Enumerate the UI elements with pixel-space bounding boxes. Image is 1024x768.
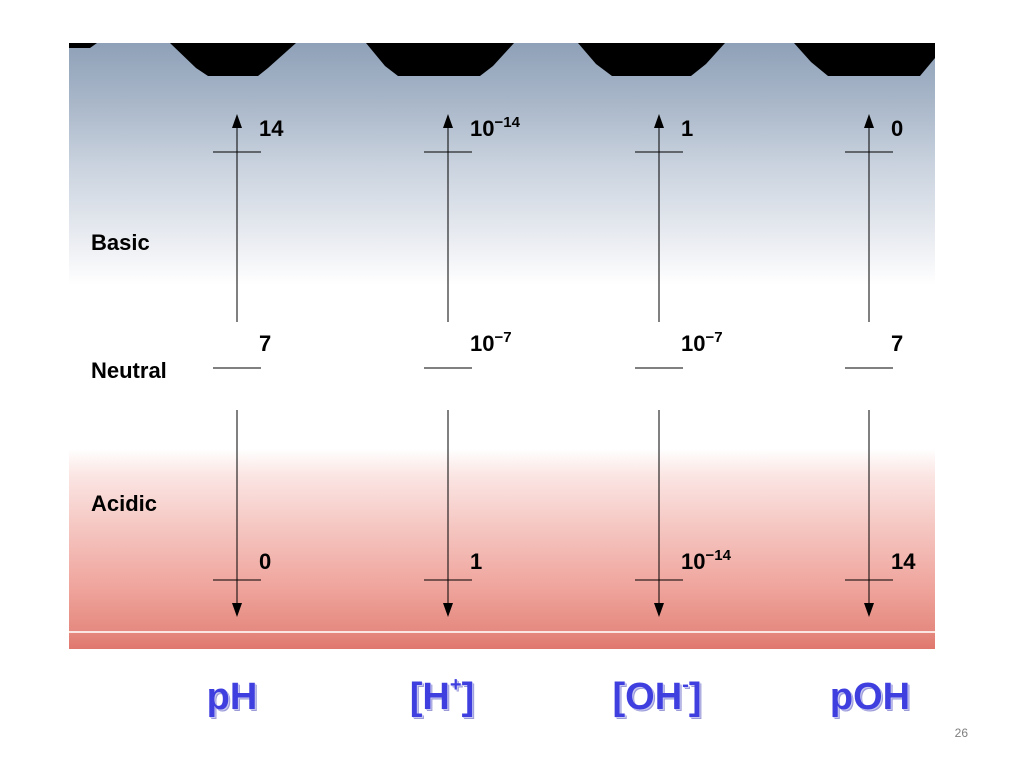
- scale-column-poh: 0 7 14: [845, 114, 916, 617]
- tick-label-top: 10−14: [470, 114, 521, 141]
- top-tab-shape: [69, 43, 97, 48]
- top-tab-shape: [578, 43, 725, 76]
- column-title-h: [H+]: [362, 674, 522, 719]
- acidic-label: Acidic: [91, 491, 157, 516]
- tick-value: 7: [259, 331, 271, 356]
- down-arrowhead-icon: [654, 603, 664, 617]
- tick-label-top: 1: [681, 116, 693, 141]
- basic-label: Basic: [91, 230, 150, 255]
- neutral-label: Neutral: [91, 358, 167, 383]
- top-tab-shapes: [69, 43, 935, 76]
- tick-label-top: 14: [259, 116, 284, 141]
- tick-label-middle: 10−7: [681, 329, 723, 356]
- column-title-bracket: ]: [461, 676, 475, 718]
- up-arrowhead-icon: [864, 114, 874, 128]
- tick-exponent: −7: [494, 329, 511, 346]
- tick-label-middle: 10−7: [470, 329, 512, 356]
- tick-value: 10: [470, 331, 494, 356]
- column-title-text: pOH: [829, 676, 911, 718]
- ph-scale-panel: [69, 43, 935, 649]
- tick-value: 14: [259, 116, 284, 141]
- tick-value: 0: [259, 549, 271, 574]
- panel-bottom-stripe: [69, 631, 935, 633]
- tick-label-middle: 7: [891, 331, 903, 356]
- tick-label-bottom: 14: [891, 549, 916, 574]
- down-arrowhead-icon: [864, 603, 874, 617]
- tick-value: 10: [681, 331, 705, 356]
- column-title-ph: pH: [152, 676, 312, 719]
- column-title-oh: [OH-]: [577, 674, 737, 719]
- up-arrowhead-icon: [443, 114, 453, 128]
- tick-value: 1: [470, 549, 482, 574]
- down-arrowhead-icon: [443, 603, 453, 617]
- column-title-text: [OH: [612, 676, 683, 718]
- tick-exponent: −14: [705, 547, 731, 564]
- top-tab-shape: [366, 43, 514, 76]
- tick-value: 0: [891, 116, 903, 141]
- top-tab-shape: [170, 43, 296, 76]
- tick-exponent: −7: [705, 329, 722, 346]
- column-title-text: [H: [409, 676, 450, 718]
- tick-label-bottom: 10−14: [681, 547, 732, 574]
- tick-label-middle: 7: [259, 331, 271, 356]
- tick-label-bottom: 0: [259, 549, 271, 574]
- tick-value: 1: [681, 116, 693, 141]
- tick-value: 10: [470, 116, 494, 141]
- column-title-bracket: ]: [688, 676, 702, 718]
- slide-number: 26: [954, 726, 968, 740]
- tick-label-bottom: 1: [470, 549, 482, 574]
- tick-value: 10: [681, 549, 705, 574]
- up-arrowhead-icon: [232, 114, 242, 128]
- up-arrowhead-icon: [654, 114, 664, 128]
- column-title-superscript: +: [449, 674, 462, 697]
- scale-column-oh: 110−710−14: [635, 114, 732, 617]
- top-tab-shape: [794, 43, 935, 76]
- column-title-text: pH: [206, 676, 258, 718]
- column-title-superscript: -: [682, 674, 689, 697]
- column-title-poh: pOH: [790, 676, 950, 719]
- tick-label-top: 0: [891, 116, 903, 141]
- scale-column-ph: 14 7 0: [213, 114, 284, 617]
- tick-value: 14: [891, 549, 916, 574]
- tick-exponent: −14: [494, 114, 520, 131]
- tick-value: 7: [891, 331, 903, 356]
- down-arrowhead-icon: [232, 603, 242, 617]
